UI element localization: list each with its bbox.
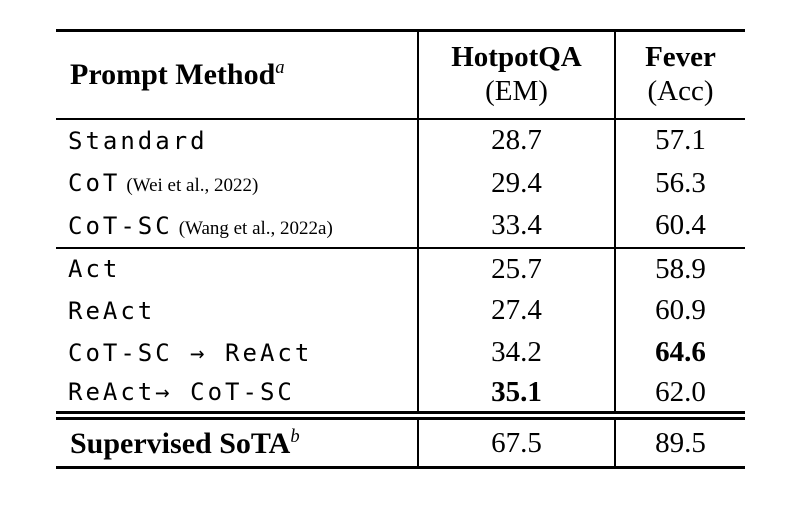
acc-value: 60.4 [614, 204, 745, 248]
header-row: Prompt Methoda HotpotQA (EM) Fever (Acc) [56, 30, 745, 119]
table-row: ReAct→ CoT-SC 35.1 62.0 [56, 373, 745, 416]
em-value: 33.4 [417, 204, 615, 248]
em-value: 27.4 [417, 289, 615, 332]
table-row: Standard 28.7 57.1 [56, 118, 745, 162]
supervised-sota-cell: Supervised SoTAb [56, 416, 418, 468]
supervised-sota-label: Supervised SoTA [70, 426, 291, 460]
method-cell: CoT-SC → ReAct [56, 332, 418, 374]
acc-value-sota: 89.5 [614, 415, 745, 468]
supervised-sota-superscript: b [290, 425, 300, 447]
em-value: 34.2 [417, 331, 615, 374]
header-hotpotqa-metric: (EM) [485, 74, 548, 107]
header-method: Prompt Methoda [56, 31, 418, 119]
method-cell: ReAct [56, 290, 418, 332]
table-row: CoT-SC (Wang et al., 2022a) 33.4 60.4 [56, 204, 745, 248]
method-name: CoT-SC [68, 211, 173, 240]
table-row: ReAct 27.4 60.9 [56, 289, 745, 332]
table-row: CoT-SC → ReAct 34.2 64.6 [56, 331, 745, 374]
header-fever-metric: (Acc) [647, 74, 714, 107]
acc-value: 62.0 [614, 373, 745, 416]
results-table: Prompt Methoda HotpotQA (EM) Fever (Acc)… [56, 29, 745, 469]
method-cell: Standard [56, 119, 418, 162]
acc-value: 57.1 [614, 118, 745, 162]
method-name: CoT [68, 169, 121, 197]
method-citation: (Wei et al., 2022) [126, 175, 259, 196]
method-cell: CoT (Wei et al., 2022) [56, 162, 418, 205]
method-name: Act [68, 255, 121, 283]
em-value-best: 35.1 [417, 373, 615, 416]
method-name: Standard [68, 126, 208, 155]
header-fever: Fever (Acc) [614, 30, 745, 119]
acc-value-best: 64.6 [614, 331, 745, 374]
supervised-sota-group: Supervised SoTAb 67.5 89.5 [56, 415, 745, 468]
table-row: Act 25.7 58.9 [56, 247, 745, 290]
header-fever-title: Fever [645, 41, 716, 74]
em-value: 28.7 [417, 118, 615, 162]
method-citation: (Wang et al., 2022a) [178, 217, 333, 239]
table-header: Prompt Methoda HotpotQA (EM) Fever (Acc) [56, 30, 745, 119]
table-row: CoT (Wei et al., 2022) 29.4 56.3 [56, 161, 745, 205]
em-value-sota: 67.5 [417, 415, 615, 468]
em-value: 25.7 [417, 247, 615, 290]
header-method-label: Prompt Method [70, 58, 276, 92]
em-value: 29.4 [417, 161, 615, 205]
method-name: CoT-SC → ReAct [68, 338, 313, 367]
acc-value: 56.3 [614, 161, 745, 205]
acc-value: 60.9 [614, 289, 745, 332]
method-cell: ReAct→ CoT-SC [56, 374, 418, 416]
supervised-sota-row: Supervised SoTAb 67.5 89.5 [56, 415, 745, 468]
header-hotpotqa: HotpotQA (EM) [417, 30, 615, 119]
react-group: Act 25.7 58.9 ReAct 27.4 60.9 CoT-SC → R… [56, 247, 745, 416]
acc-value: 58.9 [614, 247, 745, 290]
header-method-superscript: a [275, 57, 285, 79]
baseline-group: Standard 28.7 57.1 CoT (Wei et al., 2022)… [56, 118, 745, 248]
method-name: ReAct [68, 296, 156, 325]
method-name: ReAct→ CoT-SC [68, 378, 295, 407]
header-hotpotqa-title: HotpotQA [451, 41, 582, 74]
method-cell: Act [56, 248, 418, 290]
method-cell: CoT-SC (Wang et al., 2022a) [56, 205, 418, 248]
